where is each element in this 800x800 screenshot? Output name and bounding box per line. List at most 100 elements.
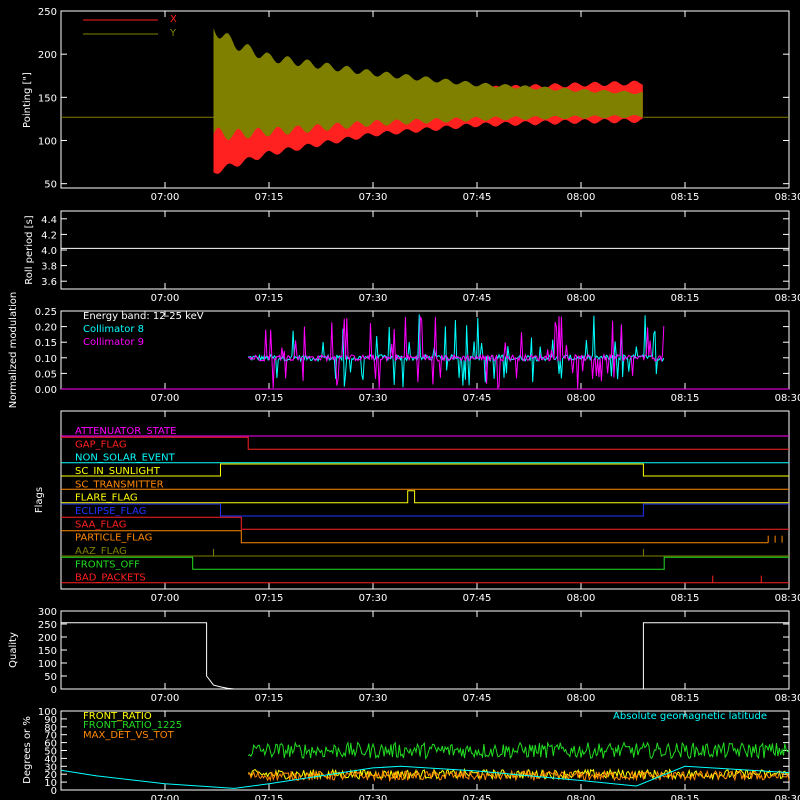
pointing-xtick-label: 08:15: [671, 192, 700, 203]
modulation-xtick-label: 08:30: [775, 393, 800, 404]
flag-label: GAP_FLAG: [75, 439, 127, 450]
roll-ytick-label: 4.2: [41, 230, 57, 241]
flag-label: FRONTS_OFF: [75, 559, 140, 570]
flags-xtick-label: 07:30: [359, 593, 388, 604]
legend-label-x: X: [170, 14, 177, 25]
flags-xtick-label: 07:45: [463, 593, 492, 604]
geomagnetic-latitude-line: [60, 765, 790, 789]
roll-xtick-label: 08:15: [671, 293, 700, 304]
quality-xtick-label: 08:15: [671, 693, 700, 704]
flags-xtick-label: 08:00: [567, 593, 596, 604]
flag-trace: [61, 556, 789, 570]
flags-marks: 07:00 07:15 07:30 07:45 08:00 08:15 08:30 ATTEN…: [61, 411, 800, 604]
roll-xtick-label: 07:30: [359, 293, 388, 304]
ratios-legend: FRONT_RATIO FRONT_RATIO_1225 MAX_DET_VS_…: [83, 711, 767, 741]
pointing-xtick-label: 07:15: [255, 192, 284, 203]
modulation-ylabel: Normalized modulation: [8, 292, 19, 409]
roll-ylabel: Roll period [s]: [24, 215, 35, 284]
pointing-ytick-label: 100: [38, 137, 57, 148]
ratio-series: [248, 767, 790, 781]
legend-label-collimator-8: Collimator 8: [83, 324, 144, 335]
ratios-xtick-label: 08:15: [671, 794, 700, 800]
quality-ylabel: Quality: [8, 632, 19, 668]
ratios-xtick-label: 08:00: [567, 794, 596, 800]
pointing-ytick-label: 200: [38, 50, 57, 61]
modulation-ytick-label: 0.10: [35, 354, 57, 365]
quality-xtick-label: 07:00: [151, 693, 180, 704]
modulation-marks: 07:00 07:15 07:30 07:45 08:00 08:15 08:30 0.00 0…: [35, 307, 800, 404]
ratios-xtick-label: 08:30: [775, 794, 800, 800]
quality-xtick-label: 07:45: [463, 693, 492, 704]
flag-label: BAD_PACKETS: [75, 573, 146, 584]
ratios-ytick-label: 70: [44, 731, 57, 742]
legend-label-geomagnetic-latitude: Absolute geomagnetic latitude: [613, 711, 767, 722]
flag-label: AAZ_FLAG: [75, 546, 127, 557]
ratios-xtick-label: 07:15: [255, 794, 284, 800]
quality-ytick-label: 300: [38, 607, 57, 618]
ratios-marks: 07:00 07:15 07:30 07:45 08:00 08:15 08:30 01020…: [38, 707, 800, 800]
pointing-ytick-label: 250: [38, 7, 57, 18]
legend-label-y: Y: [169, 28, 177, 39]
ratio-series: [247, 741, 790, 760]
modulation-ytick-label: 0.00: [35, 385, 57, 396]
roll-marks: 07:00 07:15 07:30 07:45 08:00 08:15 08:30 3.6 3.…: [41, 211, 800, 304]
modulation-xtick-label: 07:30: [359, 393, 388, 404]
ratios-xtick-label: 07:45: [463, 794, 492, 800]
modulation-xtick-label: 07:45: [463, 393, 492, 404]
ratios-xtick-label: 07:30: [359, 794, 388, 800]
roll-xtick-label: 08:00: [567, 293, 596, 304]
quality-ytick-label: 200: [38, 633, 57, 644]
modulation-ytick-label: 0.25: [35, 307, 57, 318]
flag-label: SC_IN_SUNLIGHT: [75, 466, 161, 477]
quality-ytick-label: 100: [38, 659, 57, 670]
pointing-xtick-label: 08:30: [775, 192, 800, 203]
ratios-ytick-label: 10: [44, 778, 57, 789]
roll-ytick-label: 3.8: [41, 262, 57, 273]
ratios-ytick-label: 90: [44, 715, 57, 726]
pointing-ytick-label: 150: [38, 93, 57, 104]
roll-xtick-label: 07:15: [255, 293, 284, 304]
modulation-series-9: [248, 316, 665, 390]
pointing-ytick-label: 50: [44, 180, 57, 191]
roll-xtick-label: 08:30: [775, 293, 800, 304]
quality-ytick-label: 250: [38, 620, 57, 631]
legend-label-front-ratio-1225: FRONT_RATIO_1225: [83, 720, 182, 731]
ratios-ytick-label: 80: [44, 723, 57, 734]
quality-xtick-label: 07:15: [255, 693, 284, 704]
flag-trace: [61, 516, 789, 530]
modulation-series-8: [248, 314, 665, 388]
flag-label: FLARE_FLAG: [75, 493, 138, 504]
roll-ytick-label: 4.0: [41, 246, 57, 257]
pointing-ylabel: Pointing ["]: [22, 72, 33, 128]
modulation-ytick-label: 0.05: [35, 369, 57, 380]
quality-ytick-label: 0: [51, 685, 57, 696]
flag-trace: [61, 463, 789, 477]
ratios-ytick-label: 20: [44, 770, 57, 781]
quality-xtick-label: 08:00: [567, 693, 596, 704]
ratios-xtick-label: 07:00: [151, 794, 180, 800]
pointing-panel-frame: [60, 10, 790, 189]
modulation-xtick-label: 07:15: [255, 393, 284, 404]
flag-label: SC_TRANSMITTER: [75, 479, 164, 490]
quality-ytick-label: 150: [38, 646, 57, 657]
roll-xtick-label: 07:45: [463, 293, 492, 304]
flags-xtick-label: 08:30: [775, 593, 800, 604]
modulation-xtick-label: 07:00: [151, 393, 180, 404]
ratios-ytick-label: 100: [38, 707, 57, 718]
quality-xtick-label: 07:30: [359, 693, 388, 704]
flag-trace: [61, 436, 789, 450]
legend-label-collimator-9: Collimator 9: [83, 337, 144, 348]
ratios-ytick-label: 40: [44, 754, 57, 765]
ratios-ylabel: Degrees or %: [22, 716, 33, 784]
ratios-ytick-label: 0: [51, 786, 57, 797]
quality-xtick-label: 08:30: [775, 693, 800, 704]
flag-label: ATTENUATOR_STATE: [75, 426, 176, 437]
modulation-ytick-label: 0.20: [35, 323, 57, 334]
pointing-marks: 07:00 07:15 07:30 07:45 08:00 08:15 08:30 50 100…: [38, 7, 800, 203]
quality-ytick-label: 50: [44, 672, 57, 683]
quality-line: [61, 622, 789, 690]
pointing-xtick-label: 08:00: [567, 192, 596, 203]
flags-panel-frame: [60, 410, 790, 590]
pointing-xtick-label: 07:45: [463, 192, 492, 203]
